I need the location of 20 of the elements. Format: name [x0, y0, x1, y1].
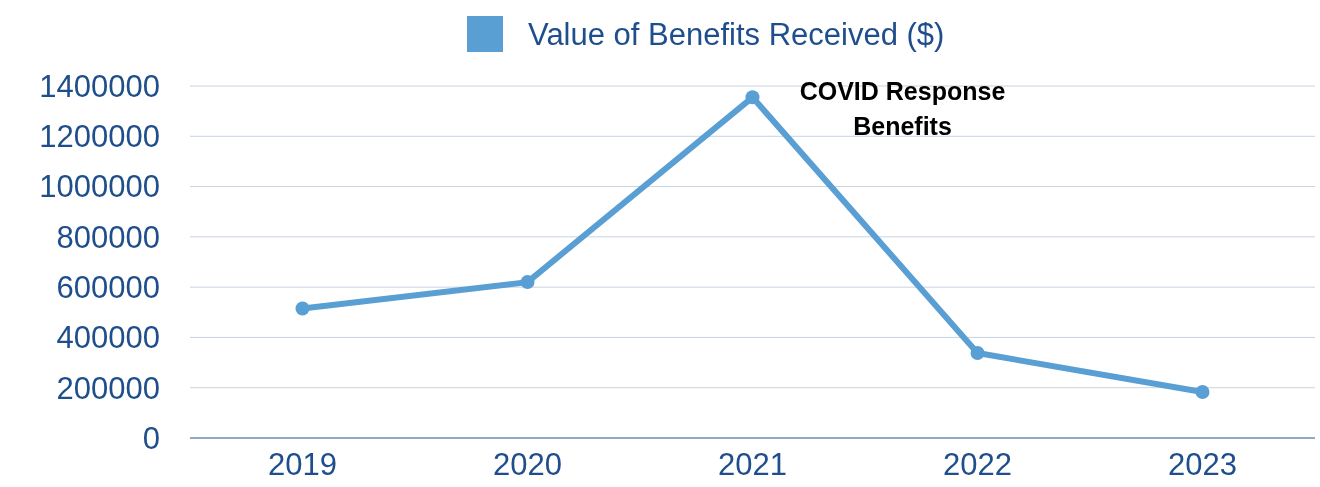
x-tick-label: 2019 [268, 447, 337, 482]
point [1195, 384, 1210, 399]
y-tick-label: 800000 [56, 219, 160, 255]
point [520, 275, 535, 290]
y-tick-label: 400000 [56, 320, 160, 356]
y-tick-label: 1200000 [39, 119, 160, 155]
x-tick-label: 2023 [1168, 447, 1237, 482]
x-tick-label: 2021 [718, 447, 787, 482]
legend-label: Value of Benefits Received ($) [528, 16, 945, 52]
point [970, 346, 985, 361]
y-tick-label: 600000 [56, 269, 160, 305]
y-tick-label: 0 [142, 420, 160, 456]
x-tick-label: 2020 [493, 447, 562, 482]
point [295, 301, 310, 316]
x-tick-label: 2022 [943, 447, 1012, 482]
y-tick-label: 200000 [56, 370, 160, 406]
y-tick-label: 1400000 [39, 68, 160, 104]
y-tick-label: 1000000 [39, 169, 160, 205]
point [745, 90, 760, 105]
annotation: COVID Response Benefits [799, 76, 1006, 140]
